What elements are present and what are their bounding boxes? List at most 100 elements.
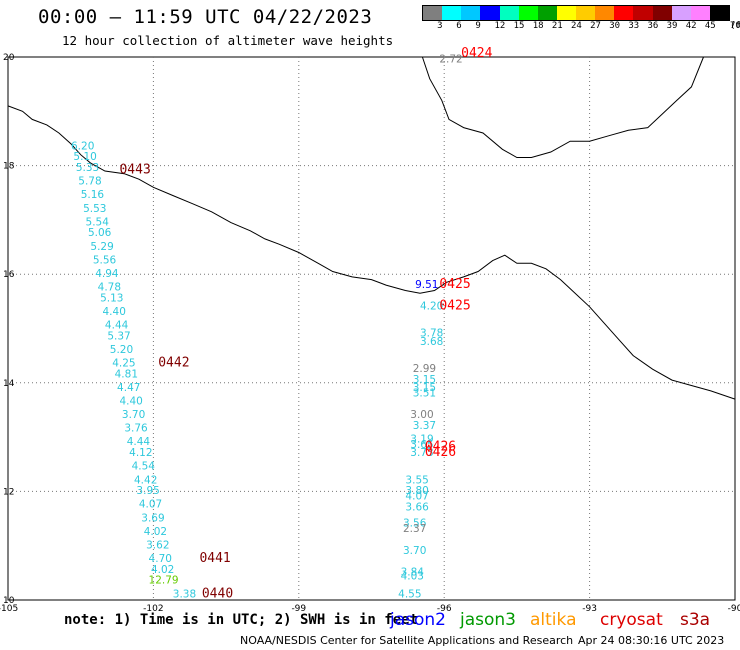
- legend-label: 42: [685, 21, 697, 31]
- legend-label: 3: [437, 21, 443, 31]
- y-tick-label: 14: [3, 379, 15, 389]
- wave-height-value: 5.56: [93, 254, 117, 266]
- wave-height-value: 3.80: [405, 485, 428, 497]
- wave-height-value: 5.10: [73, 151, 96, 163]
- x-tick-label: -102: [143, 604, 163, 614]
- satellite-name: altika: [530, 610, 577, 630]
- satellite-name: jason3: [460, 610, 516, 630]
- wave-height-value: 4.54: [132, 461, 156, 473]
- legend-swatch: [614, 6, 634, 20]
- wave-height-value: 3.15: [413, 374, 436, 386]
- wave-height-value: 4.81: [115, 368, 138, 380]
- wave-height-value: 3.70: [403, 545, 426, 557]
- legend-swatch: [556, 6, 576, 20]
- legend-swatch: [499, 6, 519, 20]
- legend-label: 70: [730, 21, 740, 31]
- wave-height-value: 5.16: [81, 189, 105, 201]
- wave-height-value: 5.29: [90, 241, 113, 253]
- page-title: 00:00 – 11:59 UTC 04/22/2023: [38, 6, 373, 28]
- wave-height-value: 6.20: [71, 140, 94, 152]
- wave-height-value: 4.70: [149, 553, 172, 565]
- wave-height-value: 4.47: [117, 382, 140, 394]
- pass-time-label: 0426: [425, 440, 456, 455]
- credit-line: NOAA/NESDIS Center for Satellite Applica…: [240, 634, 574, 647]
- footer-note: note: 1) Time is in UTC; 2) SWH is in fe…: [64, 612, 419, 628]
- satellite-name: jason2: [390, 610, 446, 630]
- wave-height-value: 2.37: [403, 523, 426, 535]
- x-tick-label: -93: [582, 604, 597, 614]
- legend-label: 30: [609, 21, 621, 31]
- legend-label: 12: [494, 21, 506, 31]
- y-tick-label: 10: [3, 596, 15, 606]
- legend-swatch: [461, 6, 481, 20]
- page-subtitle: 12 hour collection of altimeter wave hei…: [62, 33, 394, 48]
- legend-label: 9: [475, 21, 481, 31]
- pass-time-label: 0443: [119, 163, 150, 178]
- timestamp: Apr 24 08:30:16 UTC 2023: [578, 634, 725, 647]
- x-tick-label: -96: [437, 604, 452, 614]
- legend-label: 24: [571, 21, 582, 31]
- wave-height-value: 5.54: [86, 216, 110, 228]
- wave-height-value: 3.78: [420, 328, 443, 340]
- pass-time-label: 0425: [439, 298, 470, 313]
- wave-height-value: 3.51: [413, 387, 436, 399]
- wave-height-value: 2.99: [413, 363, 436, 375]
- legend-label: 6: [456, 21, 462, 31]
- wave-height-value: 4.44: [105, 320, 129, 332]
- wave-height-value: 2.72: [439, 53, 462, 65]
- pacific-coastline: [7, 105, 736, 400]
- y-tick-label: 18: [3, 162, 15, 172]
- wave-height-value: 5.37: [107, 330, 130, 342]
- legend-swatch: [595, 6, 615, 20]
- wave-height-value: 4.40: [103, 306, 126, 318]
- wave-height-value: 4.02: [151, 564, 174, 576]
- pass-time-label: 0426: [425, 445, 456, 460]
- wave-height-value: 5.33: [76, 162, 99, 174]
- wave-height-value: 3.55: [405, 474, 428, 486]
- wave-height-value: 4.44: [127, 436, 151, 448]
- wave-height-value: 4.07: [139, 499, 162, 511]
- wave-height-value: 4.25: [112, 358, 135, 370]
- legend-label: 18: [532, 21, 544, 31]
- wave-height-value: 5.78: [78, 176, 101, 188]
- legend-swatch: [442, 6, 462, 20]
- pass-time-label: 0425: [439, 277, 470, 292]
- wave-height-value: 4.12: [129, 447, 152, 459]
- wave-height-value: 3.65: [410, 439, 433, 451]
- wave-height-value: 5.06: [88, 227, 112, 239]
- legend-label: 15: [513, 21, 525, 31]
- wave-height-value: 3.00: [410, 409, 433, 421]
- legend-swatch: [537, 6, 557, 20]
- pass-time-label: 0424: [461, 46, 492, 61]
- legend-label: 21: [551, 21, 563, 31]
- satellite-name: cryosat: [600, 610, 663, 630]
- legend-swatch: [480, 6, 500, 20]
- y-tick-label: 12: [3, 487, 14, 497]
- legend-label: (ft): [730, 21, 740, 31]
- wave-height-value: 5.53: [83, 203, 106, 215]
- wave-height-value: 3.69: [141, 512, 164, 524]
- legend-swatch: [576, 6, 596, 20]
- gulf-coastline: [421, 56, 704, 158]
- legend-swatch: [671, 6, 691, 20]
- legend-swatch: [633, 6, 653, 20]
- legend-label: 33: [628, 21, 640, 31]
- x-tick-label: -105: [0, 604, 18, 614]
- x-tick-label: -90: [728, 604, 740, 614]
- wave-height-value: 3.15: [413, 382, 436, 394]
- x-tick-label: -99: [291, 604, 306, 614]
- wave-height-value: 3.62: [146, 539, 169, 551]
- pass-time-label: 0442: [158, 356, 189, 371]
- wave-height-value: 3.68: [420, 336, 443, 348]
- wave-height-value: 4.55: [398, 588, 421, 600]
- legend-swatch: [709, 6, 729, 20]
- legend-label: 39: [666, 21, 678, 31]
- color-legend: [422, 5, 730, 21]
- pass-time-label: 0441: [199, 551, 230, 566]
- wave-height-value: 3.19: [410, 434, 433, 446]
- legend-swatch: [518, 6, 538, 20]
- wave-height-value: 3.56: [403, 518, 427, 530]
- wave-height-value: 4.40: [119, 396, 142, 408]
